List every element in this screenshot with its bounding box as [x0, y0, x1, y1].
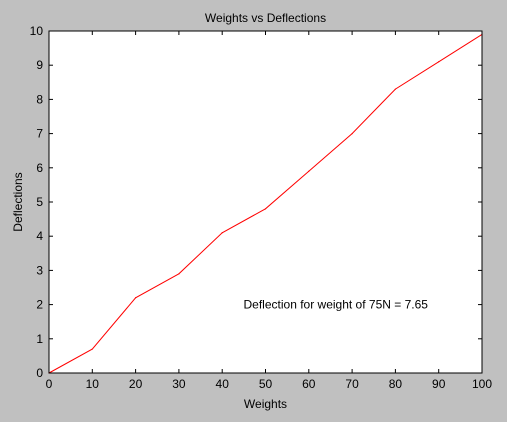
data-point — [221, 232, 223, 234]
data-point — [264, 208, 267, 210]
x-axis-label: Weights — [244, 397, 287, 411]
y-tick-label: 8 — [36, 92, 43, 106]
y-tick-label: 4 — [36, 229, 43, 243]
x-tick-label: 40 — [216, 377, 230, 391]
x-tick-label: 90 — [432, 377, 446, 391]
plot-frame — [48, 30, 483, 374]
data-point — [91, 348, 93, 350]
deflection-annotation: Deflection for weight of 75N = 7.65 — [244, 298, 429, 312]
y-axis-label: Deflections — [11, 172, 25, 231]
y-tick-label: 9 — [36, 58, 43, 72]
y-tick-label: 0 — [36, 366, 43, 380]
x-tick-label: 100 — [472, 377, 492, 391]
x-tick-label: 30 — [172, 377, 186, 391]
data-point — [351, 133, 353, 135]
data-point — [308, 170, 310, 172]
x-tick-label: 20 — [129, 377, 143, 391]
plot-area — [49, 31, 482, 373]
y-tick-label: 7 — [36, 127, 43, 141]
x-tick-label: 0 — [46, 377, 53, 391]
y-tick-label: 2 — [36, 298, 43, 312]
data-point — [135, 297, 137, 299]
x-tick-label: 50 — [259, 377, 273, 391]
x-tick-label: 10 — [86, 377, 100, 391]
x-tick-label: 70 — [345, 377, 359, 391]
y-tick-label: 10 — [30, 24, 44, 38]
chart-title: Weights vs Deflections — [205, 11, 326, 25]
x-tick-label: 80 — [389, 377, 403, 391]
x-tick-label: 60 — [302, 377, 316, 391]
y-tick-label: 1 — [36, 332, 43, 346]
data-point — [438, 61, 440, 63]
y-tick-label: 5 — [36, 195, 43, 209]
data-point — [394, 88, 396, 90]
data-point — [178, 273, 180, 275]
y-tick-label: 3 — [36, 263, 43, 277]
y-tick-label: 6 — [36, 161, 43, 175]
axis-ticks: 0 10 20 30 40 50 60 70 80 90 100 0 1 2 3 4 5 6 7 8 9 10 — [30, 24, 493, 391]
